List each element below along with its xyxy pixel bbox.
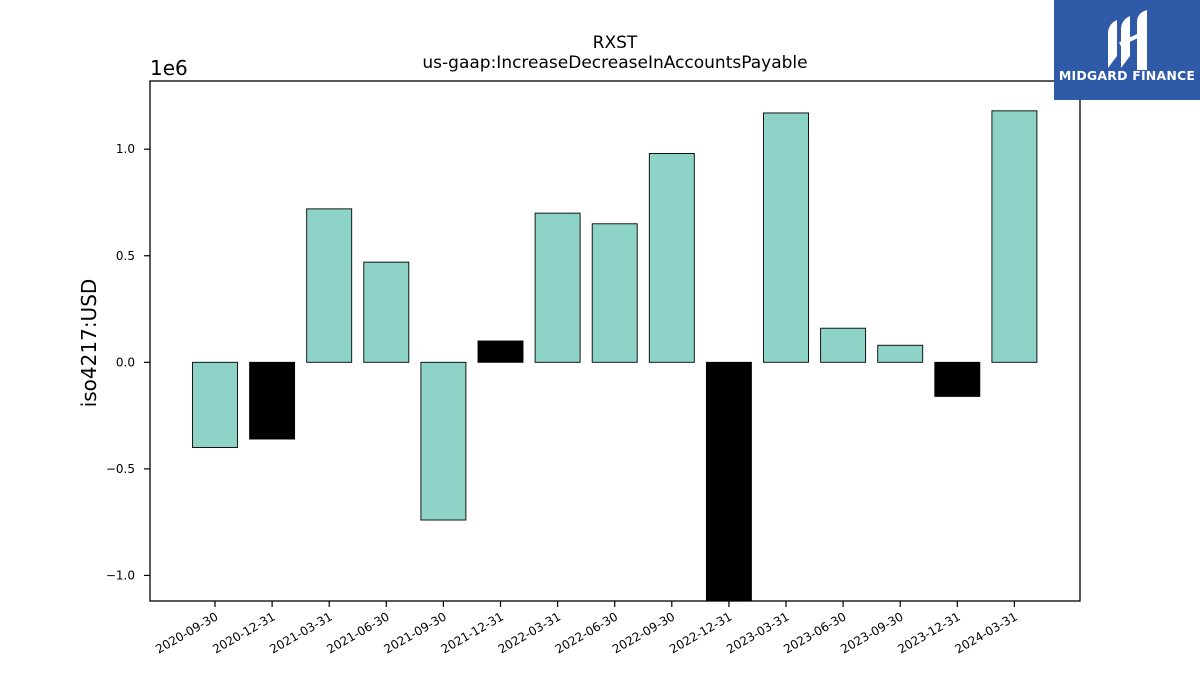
bar-2020-09-30 [192, 361, 238, 449]
bar-2024-03-31 [991, 110, 1038, 363]
x-tick-label: 2021-03-31 [267, 609, 334, 656]
x-tick-label: 2020-12-31 [210, 609, 277, 656]
x-tick-label: 2023-12-31 [895, 609, 962, 656]
x-tick-label: 2023-03-31 [724, 609, 791, 656]
bar-2023-12-31 [934, 361, 981, 397]
x-tick-label: 2024-03-31 [952, 609, 1019, 656]
x-tick-label: 2021-12-31 [439, 609, 506, 656]
bar-2021-03-31 [306, 208, 353, 363]
x-tick-label: 2023-09-30 [838, 609, 905, 656]
x-tick-label: 2021-09-30 [381, 609, 448, 656]
y-axis-label: iso4217:USD [77, 279, 101, 408]
bar-2022-03-31 [534, 212, 581, 363]
midgard-logo-icon [1108, 10, 1147, 70]
x-tick-label: 2020-09-30 [153, 609, 220, 656]
x-axis-ticks: 2020-09-302020-12-312021-03-312021-06-30… [153, 601, 1020, 656]
bar-2020-12-31 [249, 361, 296, 440]
x-tick-label: 2022-12-31 [667, 609, 734, 656]
x-tick-label: 2023-06-30 [781, 609, 848, 656]
y-tick-label: 0.0 [116, 355, 135, 369]
y-tick-label: 0.5 [116, 249, 135, 263]
chart-subtitle: us-gaap:IncreaseDecreaseInAccountsPayabl… [422, 53, 807, 73]
bar-2021-12-31 [477, 340, 524, 363]
y-scale-label: 1e6 [150, 56, 188, 80]
bar-2022-06-30 [591, 223, 638, 363]
bar-2023-06-30 [820, 327, 867, 363]
x-tick-label: 2022-03-31 [496, 609, 563, 656]
midgard-finance-logo: MIDGARD FINANCE [1054, 0, 1200, 100]
chart-title: RXST [593, 33, 638, 53]
bar-2021-06-30 [363, 261, 410, 363]
bar-2022-12-31 [705, 361, 752, 602]
plot-frame [149, 80, 1081, 602]
y-tick-label: 1.0 [116, 142, 135, 156]
y-tick-label: −0.5 [106, 462, 135, 476]
bar-2021-09-30 [420, 361, 467, 521]
x-tick-label: 2021-06-30 [324, 609, 391, 656]
x-tick-label: 2022-09-30 [610, 609, 677, 656]
logo-text: MIDGARD FINANCE [1058, 68, 1196, 83]
bar-2023-03-31 [763, 112, 809, 363]
x-tick-label: 2022-06-30 [553, 609, 620, 656]
bar-2023-09-30 [877, 344, 924, 363]
y-tick-label: −1.0 [106, 568, 135, 582]
y-axis-ticks: −1.0 −0.5 0.0 0.5 1.0 [106, 142, 150, 582]
bar-2022-09-30 [648, 153, 695, 363]
bars-group [192, 110, 1038, 602]
